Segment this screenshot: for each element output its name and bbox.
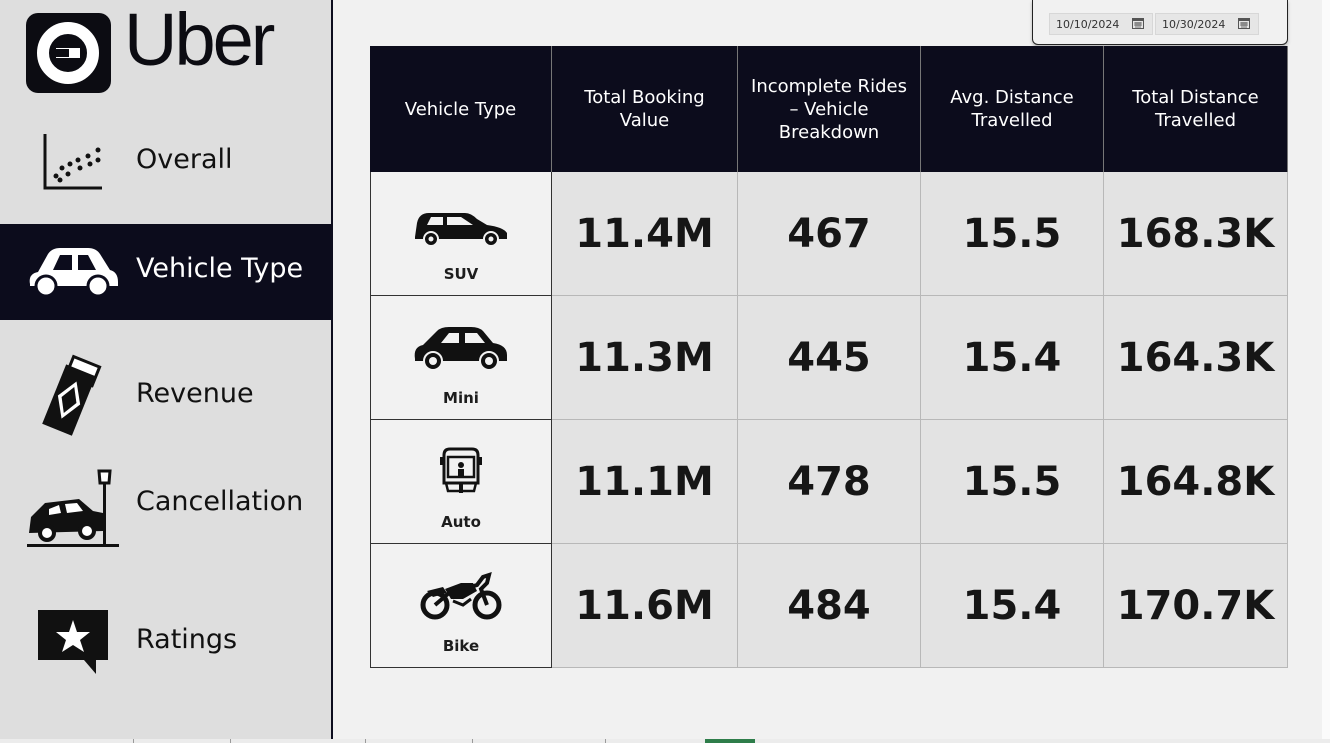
sheet-tab-divider [230,739,231,743]
avg-distance-cell: 15.5 [921,420,1104,544]
uber-logo: Uber [26,0,316,95]
sheet-tab-divider [365,739,366,743]
nav-item-ratings[interactable]: Ratings [0,600,331,690]
sheet-tab-strip [0,739,1330,743]
incomplete-rides-cell: 467 [738,172,921,296]
vehicle-label: Auto [441,513,481,531]
booking-value-cell: 11.1M [552,420,738,544]
total-distance-cell: 164.3K [1104,296,1288,420]
motorbike-icon [419,569,503,631]
incomplete-rides-cell: 445 [738,296,921,420]
column-header-total-booking-value: Total Booking Value [552,46,738,172]
sheet-tab-divider [605,739,606,743]
nav-label-revenue: Revenue [136,378,254,409]
sheet-tab-divider [133,739,134,743]
uber-logo-icon [26,13,111,93]
active-sheet-tab[interactable] [705,739,755,743]
suv-icon [413,209,509,259]
total-distance-cell: 164.8K [1104,420,1288,544]
column-header-avg-distance: Avg. Distance Travelled [921,46,1104,172]
brand-name: Uber [124,0,275,81]
total-distance-cell: 170.7K [1104,544,1288,668]
star-speech-bubble-icon [36,608,110,682]
booking-value-cell: 11.6M [552,544,738,668]
sidebar: Uber Overall Vehicle Type [0,0,333,743]
nav-item-vehicle-type[interactable]: Vehicle Type [0,224,331,320]
booking-value-cell: 11.4M [552,172,738,296]
start-date-value: 10/10/2024 [1056,18,1120,31]
nav-item-revenue[interactable]: Revenue [0,345,331,445]
column-header-incomplete-rides: Incomplete Rides – Vehicle Breakdown [738,46,921,172]
table-row: SUV 11.4M 467 15.5 168.3K [370,172,1288,296]
money-bundle-icon [40,353,104,447]
avg-distance-cell: 15.5 [921,172,1104,296]
vehicle-type-cell: Mini [370,296,552,420]
vehicle-type-cell: SUV [370,172,552,296]
auto-rickshaw-icon [434,447,488,507]
table-row: Auto 11.1M 478 15.5 164.8K [370,420,1288,544]
nav-item-cancellation[interactable]: Cancellation [0,463,331,553]
sheet-tab-divider [472,739,473,743]
vehicle-type-table: Vehicle Type Total Booking Value Incompl… [370,46,1288,670]
column-header-total-distance: Total Distance Travelled [1104,46,1288,172]
nav-label-ratings: Ratings [136,624,238,655]
end-date-value: 10/30/2024 [1162,18,1226,31]
scatter-chart-icon [40,132,106,196]
total-distance-cell: 168.3K [1104,172,1288,296]
nav-label-cancellation: Cancellation [136,486,304,517]
avg-distance-cell: 15.4 [921,296,1104,420]
nav-label-vehicle-type: Vehicle Type [136,253,304,284]
car-icon [26,246,120,302]
end-date-input[interactable]: 10/30/2024 [1155,13,1259,35]
avg-distance-cell: 15.4 [921,544,1104,668]
table-row: Bike 11.6M 484 15.4 170.7K [370,544,1288,668]
scrollbar-track[interactable] [1322,0,1330,739]
nav-item-overall[interactable]: Overall [0,118,331,208]
booking-value-cell: 11.3M [552,296,738,420]
vehicle-type-cell: Auto [370,420,552,544]
date-range-slicer: 10/10/2024 10/30/2024 [1032,0,1288,45]
nav-label-overall: Overall [136,144,233,175]
table-row: Mini 11.3M 445 15.4 164.3K [370,296,1288,420]
sedan-icon [413,325,509,383]
calendar-icon[interactable] [1238,17,1250,32]
column-header-vehicle-type: Vehicle Type [370,46,552,172]
start-date-input[interactable]: 10/10/2024 [1049,13,1153,35]
incomplete-rides-cell: 478 [738,420,921,544]
car-crash-icon [27,467,121,553]
vehicle-type-cell: Bike [370,544,552,668]
vehicle-label: Bike [442,637,480,655]
incomplete-rides-cell: 484 [738,544,921,668]
vehicle-label: Mini [443,389,479,407]
vehicle-label: SUV [443,265,479,283]
calendar-icon[interactable] [1132,17,1144,32]
